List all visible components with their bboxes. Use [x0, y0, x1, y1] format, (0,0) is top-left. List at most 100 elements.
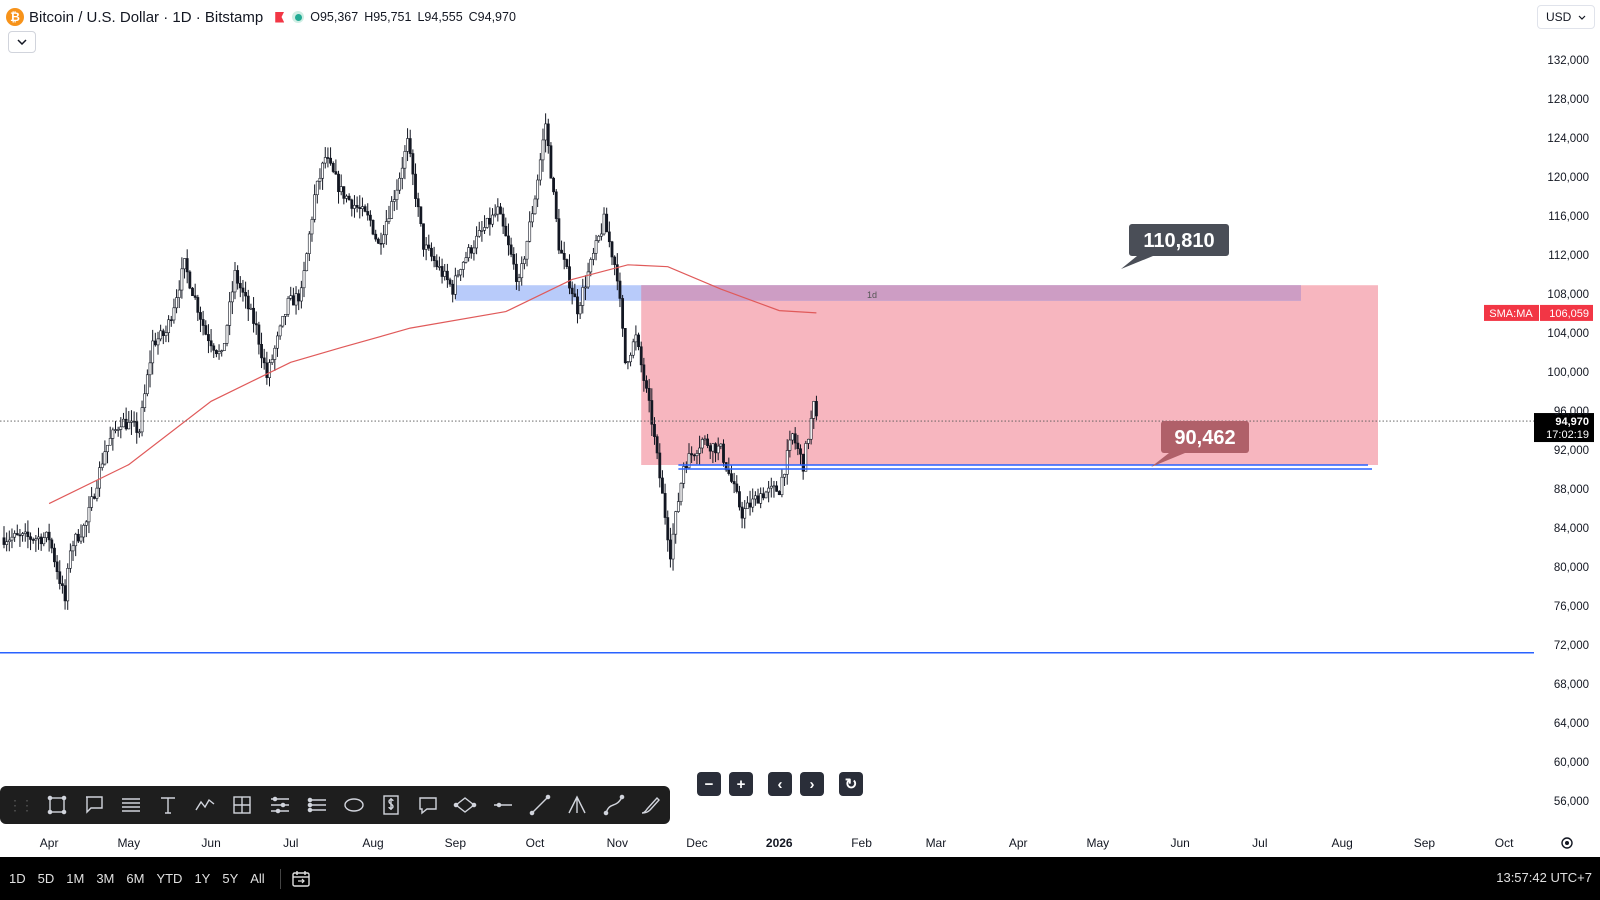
- candle-body: [244, 292, 248, 297]
- candle-body: [106, 444, 109, 453]
- timeframe-3m[interactable]: 3M: [96, 871, 115, 886]
- candle-body: [305, 253, 309, 272]
- candle-body: [438, 266, 441, 268]
- candle-body: [145, 374, 149, 395]
- candle-body: [653, 424, 656, 437]
- scroll-right-button[interactable]: ›: [800, 772, 824, 796]
- candle-body: [268, 362, 271, 378]
- timeframe-5d[interactable]: 5D: [37, 871, 55, 886]
- candle-body: [76, 533, 80, 542]
- candle-body: [703, 438, 707, 441]
- zoom-out-button[interactable]: −: [697, 772, 721, 796]
- zones-layer: 1d: [455, 285, 1378, 465]
- timeframe-6m[interactable]: 6M: [126, 871, 145, 886]
- time-axis[interactable]: Apr May Jun Jul Aug Sep Oct Nov Dec 2026 Feb Mar Apr…: [40, 836, 1573, 850]
- candle-body: [515, 263, 518, 282]
- candle-body: [185, 258, 189, 273]
- candle-body: [347, 195, 351, 201]
- candle-body: [241, 287, 245, 293]
- candle-body: [528, 221, 532, 242]
- timeframe-ytd[interactable]: YTD: [156, 871, 183, 886]
- fib-levels-tool-button[interactable]: [261, 790, 298, 820]
- candle-body: [281, 315, 285, 327]
- candle-body: [79, 536, 83, 542]
- candle-body: [562, 252, 566, 260]
- candle-body: [172, 307, 176, 321]
- reset-chart-button[interactable]: ↻: [839, 772, 863, 796]
- candle-body: [34, 538, 38, 541]
- candle-body: [560, 249, 563, 254]
- candle-body: [87, 507, 91, 523]
- candle-body: [714, 443, 717, 454]
- candle-body: [180, 268, 184, 291]
- candle-body: [769, 485, 773, 489]
- path-tool-button[interactable]: [187, 790, 224, 820]
- price-tick-label: 108,000: [1547, 289, 1589, 301]
- price-label-tool-button[interactable]: [373, 790, 410, 820]
- candle-body: [416, 198, 420, 208]
- candle-body: [735, 483, 739, 492]
- candle-body: [196, 297, 200, 313]
- time-tick-label: Jul: [283, 836, 298, 850]
- candle-body: [695, 453, 699, 456]
- horizontal-line-tool-button[interactable]: [484, 790, 521, 820]
- candle-body: [26, 531, 30, 537]
- rectangle-tool-button[interactable]: [38, 790, 75, 820]
- timeframe-1m[interactable]: 1M: [66, 871, 85, 886]
- price-axis[interactable]: 132,000 128,000 124,000 120,000 116,000 112,0…: [1547, 55, 1589, 808]
- curve-icon: [603, 794, 625, 816]
- candles-layer: [2, 113, 818, 610]
- crosshair-box-tool-button[interactable]: [224, 790, 261, 820]
- text-icon: [161, 797, 176, 814]
- candle-body: [138, 431, 141, 434]
- parallel-lines-tool-button[interactable]: [112, 790, 149, 820]
- timeframe-1d[interactable]: 1D: [9, 871, 26, 886]
- clock[interactable]: 13:57:42 UTC+7: [1496, 870, 1592, 885]
- candle-body: [23, 531, 27, 534]
- candle-body: [793, 433, 797, 444]
- price-tick-label: 72,000: [1554, 640, 1589, 652]
- candle-body: [353, 205, 356, 209]
- candle-body: [799, 448, 802, 455]
- symbol-title[interactable]: Bitcoin / U.S. Dollar · 1D · Bitstamp: [29, 8, 264, 26]
- candle-body: [45, 531, 48, 538]
- curve-tool-button[interactable]: [596, 790, 633, 820]
- triangle-pattern-tool-button[interactable]: [558, 790, 595, 820]
- legend-toggle-button[interactable]: [8, 31, 36, 53]
- candle-body: [111, 429, 115, 439]
- flag-icon[interactable]: [275, 11, 285, 23]
- timeframe-5y[interactable]: 5Y: [222, 871, 239, 886]
- candle-body: [122, 418, 125, 428]
- candle-body: [400, 167, 404, 179]
- candle-body: [536, 179, 540, 200]
- candle-body: [18, 534, 22, 537]
- candle-body: [143, 393, 147, 408]
- drag-handle-icon[interactable]: ⋮⋮: [8, 796, 34, 813]
- scroll-left-button[interactable]: ‹: [768, 772, 792, 796]
- candle-body: [597, 235, 601, 241]
- candle-body: [756, 495, 760, 504]
- rotated-ellipse-tool-button[interactable]: [447, 790, 484, 820]
- ellipse-tool-button[interactable]: [335, 790, 372, 820]
- currency-select[interactable]: USD: [1537, 5, 1595, 29]
- settings-icon[interactable]: [1561, 837, 1573, 849]
- candle-body: [339, 186, 343, 193]
- candle-body: [676, 501, 680, 512]
- pitchfork-levels-tool-button[interactable]: [298, 790, 335, 820]
- callout-tool-button[interactable]: [75, 790, 112, 820]
- candle-body: [475, 235, 478, 249]
- zoom-in-button[interactable]: +: [729, 772, 753, 796]
- candle-body: [103, 451, 107, 465]
- timeframe-all[interactable]: All: [250, 871, 265, 886]
- price-chart[interactable]: 1d 110,810 90,462 SMA:MA 106,059 94,97017:02…: [0, 0, 1600, 860]
- brush-tool-button[interactable]: [633, 790, 670, 820]
- price-tick-label: 124,000: [1547, 133, 1589, 145]
- candle-body: [557, 218, 561, 251]
- text-tool-button[interactable]: [150, 790, 187, 820]
- timeframe-1y[interactable]: 1Y: [194, 871, 211, 886]
- date-range-icon[interactable]: [291, 870, 311, 888]
- trend-line-tool-button[interactable]: [521, 790, 558, 820]
- candle-body: [719, 443, 723, 447]
- candle-body: [592, 252, 595, 260]
- comment-tool-button[interactable]: [410, 790, 447, 820]
